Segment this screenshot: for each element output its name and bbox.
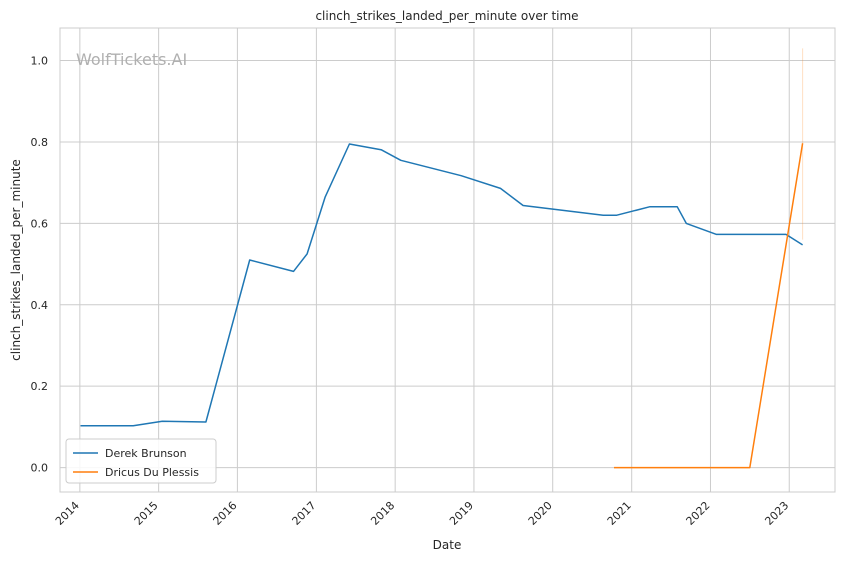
y-tick-label-0.6: 0.6 [31,217,49,230]
x-tick-label-2015: 2015 [132,499,161,528]
chart-title: clinch_strikes_landed_per_minute over ti… [315,9,578,23]
x-axis-label: Date [433,538,462,552]
y-tick-label-0.2: 0.2 [31,380,49,393]
legend-label-dricus-du-plessis: Dricus Du Plessis [105,466,199,479]
x-tick-label-2022: 2022 [684,499,713,528]
y-tick-label-0.4: 0.4 [31,299,49,312]
x-tick-label-2018: 2018 [368,499,397,528]
legend: Derek Brunson Dricus Du Plessis [65,438,217,484]
legend-box [65,438,217,484]
x-tick-label-2016: 2016 [211,499,240,528]
x-tick-label-2017: 2017 [290,499,319,528]
y-axis-label: clinch_strikes_landed_per_minute [9,159,23,361]
x-tick-label-2023: 2023 [762,499,791,528]
x-tick-label-2020: 2020 [526,499,555,528]
y-axis-ticks: 0.0 0.2 0.4 0.6 0.8 1.0 [31,55,49,475]
y-tick-label-0.0: 0.0 [31,462,49,475]
watermark: WolfTickets.AI [76,50,187,69]
series-line-derek-brunson [80,143,804,427]
x-tick-label-2021: 2021 [605,499,634,528]
legend-label-derek-brunson: Derek Brunson [105,447,187,460]
x-tick-label-2019: 2019 [447,499,476,528]
series-lines [80,143,804,469]
x-axis-ticks: 2014 2015 2016 2017 2018 2019 2020 2021 2022 2023 [53,499,791,528]
y-tick-label-0.8: 0.8 [31,136,49,149]
x-tick-label-2014: 2014 [53,499,82,528]
plot-area [59,27,836,493]
series-line-dricus-du-plessis [614,143,804,469]
y-tick-label-1.0: 1.0 [31,55,49,68]
